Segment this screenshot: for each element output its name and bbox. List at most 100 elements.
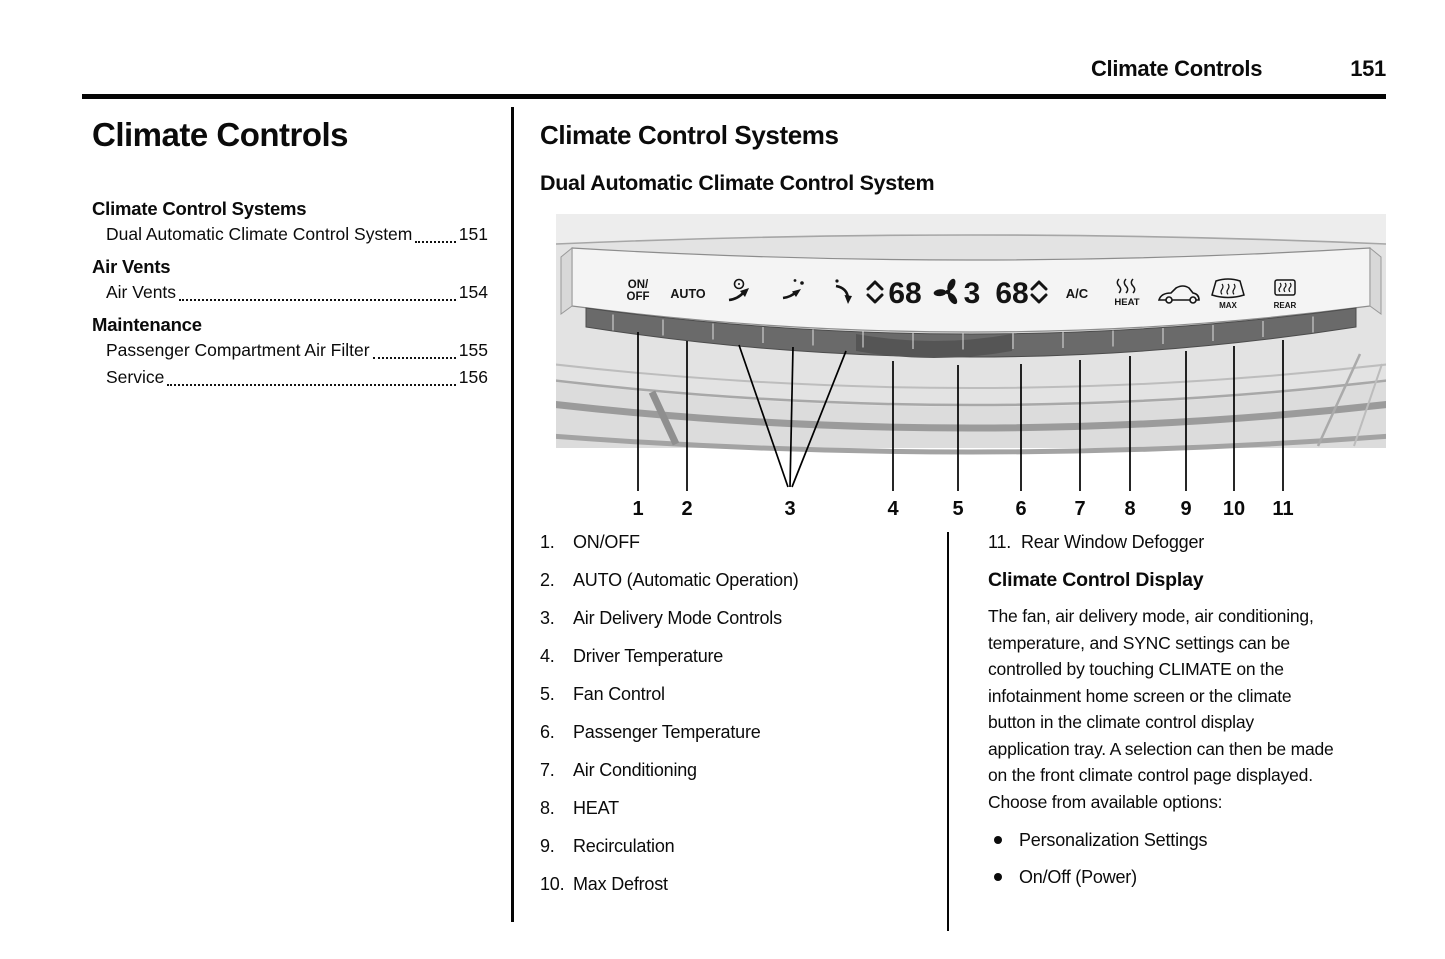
bullet-label: On/Off (Power) xyxy=(1019,867,1137,887)
display-section-paragraph: The fan, air delivery mode, air conditio… xyxy=(988,606,1334,812)
callout-3: 3 xyxy=(784,498,795,520)
fan-speed-value: 3 xyxy=(964,277,981,310)
legend-list-left: 1. ON/OFF 2. AUTO (Automatic Operation) 3.… xyxy=(540,531,932,911)
toc-entry: Passenger Compartment Air Filter 155 xyxy=(92,337,488,364)
fan-icon xyxy=(933,278,958,305)
legend-item-label: Max Defrost xyxy=(573,874,668,894)
legend-item-label: Air Conditioning xyxy=(573,760,697,780)
callout-1: 1 xyxy=(632,498,643,520)
toc-entry-label: Service xyxy=(106,367,165,387)
strip-right-cap xyxy=(1369,246,1382,315)
toc-entry-label: Passenger Compartment Air Filter xyxy=(106,340,370,360)
on-off-label-top: ON/ xyxy=(628,279,649,291)
legend-item: 4. Driver Temperature xyxy=(540,645,932,668)
legend-item-label: Driver Temperature xyxy=(573,646,724,666)
legend-item-number: 7. xyxy=(540,760,555,780)
toc-entry: Air Vents 154 xyxy=(92,279,488,306)
heat-label: HEAT xyxy=(1114,297,1139,308)
running-header: Climate Controls 151 xyxy=(82,56,1386,82)
subsection-title: Dual Automatic Climate Control System xyxy=(540,171,935,195)
legend-item-label: Passenger Temperature xyxy=(573,722,761,742)
recirculation-car-icon xyxy=(1157,285,1200,304)
display-section-heading: Climate Control Display xyxy=(988,569,1204,591)
legend-item-number: 8. xyxy=(540,798,555,818)
toc-list: Climate Control Systems Dual Automatic C… xyxy=(92,198,488,391)
toc-entry-page: 156 xyxy=(458,367,488,387)
bullet-item: Personalization Settings xyxy=(988,828,1386,852)
content-header: Climate Control Systems Dual Automatic C… xyxy=(540,120,1386,196)
callout-6: 6 xyxy=(1015,498,1026,520)
toc-entry-label: Air Vents xyxy=(106,282,177,302)
legend-item-label: Air Delivery Mode Controls xyxy=(573,608,782,628)
left-strut xyxy=(648,390,680,446)
legend-item-number: 11. xyxy=(988,532,1012,552)
legend-list-right: 11. Rear Window Defogger Climate Control … xyxy=(988,531,1386,902)
legend-item-number: 6. xyxy=(540,722,555,742)
rear-defogger-icon: REAR xyxy=(1274,279,1297,310)
heat-icon: HEAT xyxy=(1114,278,1140,308)
toc-section-heading: Climate Control Systems xyxy=(92,198,307,219)
driver-temp-value: 68 xyxy=(888,277,921,310)
button-separators xyxy=(612,314,1314,350)
legend-item-label: AUTO (Automatic Operation) xyxy=(573,570,799,590)
toc-entry-page: 151 xyxy=(458,224,488,244)
callout-10: 10 xyxy=(1223,498,1245,520)
callout-7: 7 xyxy=(1074,498,1085,520)
passenger-temp-up-down-icon xyxy=(1030,280,1048,304)
toc-section: Maintenance Passenger Compartment Air Fi… xyxy=(92,314,488,391)
right-trim xyxy=(1353,363,1383,447)
bullet-item: On/Off (Power) xyxy=(988,865,1386,889)
legend-item: 3. Air Delivery Mode Controls xyxy=(540,607,932,630)
callout-8: 8 xyxy=(1124,498,1135,520)
air-to-floor-icon xyxy=(835,279,852,304)
max-label: MAX xyxy=(1219,301,1237,310)
ac-icon: A/C xyxy=(1066,286,1089,301)
max-defrost-icon: MAX xyxy=(1211,278,1245,310)
legend-item-number: 5. xyxy=(540,684,555,704)
auto-icon: AUTO xyxy=(670,287,705,301)
bullet-dot xyxy=(994,873,1002,881)
header-rule xyxy=(82,94,1386,99)
legend-item-number: 10. xyxy=(540,874,565,894)
legend-item: 5. Fan Control xyxy=(540,683,932,706)
legend-item: 2. AUTO (Automatic Operation) xyxy=(540,569,932,592)
toc-dot-leader xyxy=(372,357,456,359)
callout-numbers: 1 2 3 4 5 6 7 8 9 10 11 xyxy=(632,498,1293,520)
legend-item: 6. Passenger Temperature xyxy=(540,721,932,744)
legend-column-divider xyxy=(947,532,949,931)
bullet-dot xyxy=(994,836,1002,844)
section-title: Climate Control Systems xyxy=(540,120,839,150)
toc-entry-label: Dual Automatic Climate Control System xyxy=(106,224,413,244)
legend-item: 11. Rear Window Defogger xyxy=(988,531,1386,554)
legend-item: 9. Recirculation xyxy=(540,835,932,858)
options-bullet-list: Personalization Settings On/Off (Power) xyxy=(988,828,1386,889)
climate-panel-figure: ON/ OFF AUTO xyxy=(556,214,1386,524)
legend-item-number: 2. xyxy=(540,570,555,590)
callout-lines xyxy=(637,332,1284,491)
legend-item-number: 9. xyxy=(540,836,555,856)
legend-item-label: Rear Window Defogger xyxy=(1021,532,1205,552)
callout-11: 11 xyxy=(1272,498,1293,520)
legend-item: 8. HEAT xyxy=(540,797,932,820)
rear-label: REAR xyxy=(1274,301,1297,310)
legend-item: 7. Air Conditioning xyxy=(540,759,932,782)
legend-item-label: ON/OFF xyxy=(573,532,640,552)
bullet-label: Personalization Settings xyxy=(1019,830,1208,850)
trim-shadow xyxy=(556,401,1386,432)
toc-section-heading: Maintenance xyxy=(92,314,202,335)
toc-section-heading: Air Vents xyxy=(92,256,171,277)
dash-top-edge xyxy=(556,234,1386,245)
air-to-vent-icon xyxy=(782,279,804,300)
legend-item-label: Fan Control xyxy=(573,684,665,704)
legend-item-label: HEAT xyxy=(573,798,619,818)
driver-temp-up-down-icon xyxy=(866,280,884,304)
toc-entry: Dual Automatic Climate Control System 15… xyxy=(92,221,488,248)
running-header-title: Climate Controls xyxy=(1090,56,1263,81)
legend-item: 10. Max Defrost xyxy=(540,873,932,896)
right-trim xyxy=(1316,353,1362,447)
callout-4: 4 xyxy=(887,498,899,520)
toc-entry-page: 154 xyxy=(458,282,488,302)
callout-5: 5 xyxy=(952,498,963,520)
climate-panel-illustration: ON/ OFF AUTO xyxy=(556,214,1386,520)
